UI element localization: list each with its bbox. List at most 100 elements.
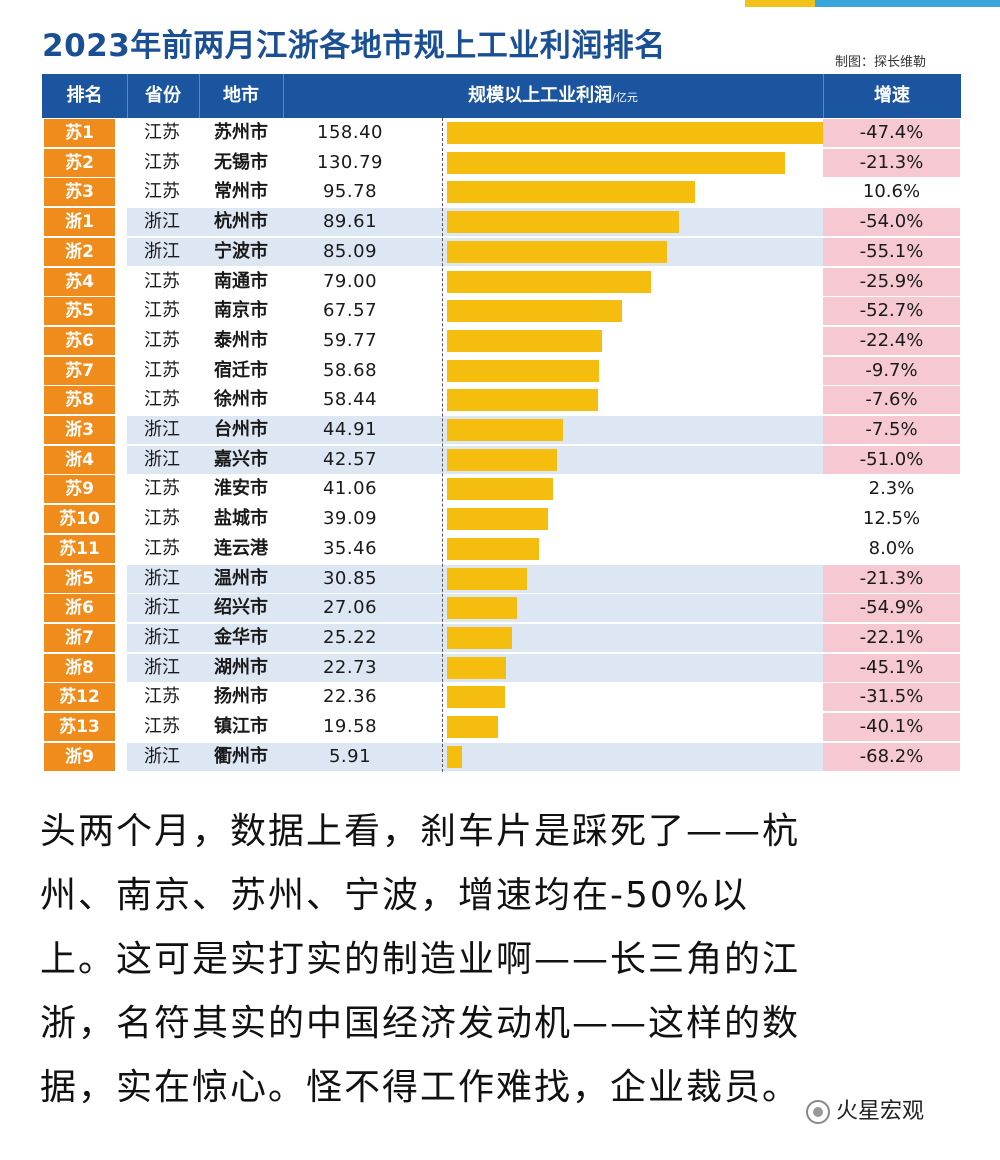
rank-badge: 苏11: [44, 534, 115, 563]
growth-cell: 2.3%: [868, 478, 915, 500]
growth-cell: -31.5%: [823, 683, 960, 712]
growth-cell: -22.4%: [823, 326, 960, 355]
growth-cell: -40.1%: [823, 713, 960, 741]
province-cell: 江苏: [144, 716, 180, 737]
city-cell: 镇江市: [214, 716, 268, 737]
province-cell: 浙江: [144, 448, 180, 470]
ranking-table-body: 苏1 江苏 苏州市 158.40 -47.4% 苏2 江苏 无锡市 130.79 -21.3% 苏3…: [42, 118, 961, 772]
profit-value-label: 39.09: [322, 508, 378, 530]
table-row: 浙6 浙江 绍兴市 27.06 -54.9%: [42, 593, 961, 623]
city-cell: 宁波市: [214, 240, 268, 262]
profit-bar: [447, 716, 498, 738]
province-cell: 江苏: [144, 389, 180, 411]
growth-cell: -55.1%: [823, 237, 960, 266]
profit-bar: [447, 478, 554, 501]
commentary-line: 州、南京、苏州、宁波，增速均在-50%以: [40, 875, 750, 916]
header-profit: 规模以上工业利润/亿元: [283, 74, 823, 118]
profit-bar: [447, 122, 857, 144]
profit-value-label: 59.77: [322, 329, 378, 351]
rank-badge: 浙4: [44, 445, 115, 474]
province-cell: 江苏: [144, 508, 180, 530]
table-header: 排名 省份 地市 规模以上工业利润/亿元 增速: [42, 74, 961, 118]
province-cell: 江苏: [144, 686, 180, 708]
profit-value-label: 130.79: [317, 151, 383, 173]
table-row: 浙5 浙江 温州市 30.85 -21.3%: [42, 564, 961, 594]
profit-bar: [447, 745, 463, 768]
province-cell: 江苏: [144, 181, 180, 203]
table-row: 浙4 浙江 嘉兴市 42.57 -51.0%: [42, 445, 961, 475]
profit-value-label: 30.85: [322, 567, 378, 589]
profit-bar: [447, 448, 558, 471]
profit-value-label: 44.91: [322, 419, 378, 440]
rank-badge: 苏13: [44, 713, 115, 741]
header-divider: [823, 74, 824, 118]
rank-badge: 浙5: [44, 564, 115, 593]
table-row: 苏11 江苏 连云港 35.46 8.0%: [42, 534, 961, 564]
profit-value-label: 41.06: [322, 478, 378, 500]
header-rank: 排名: [66, 85, 103, 106]
top-accent-bar: [0, 0, 1000, 10]
province-cell: 浙江: [144, 626, 180, 648]
table-row: 苏6 江苏 泰州市 59.77 -22.4%: [42, 326, 961, 356]
city-cell: 台州市: [214, 419, 268, 440]
province-cell: 浙江: [144, 240, 180, 262]
profit-bar: [447, 181, 695, 204]
header-divider: [199, 74, 200, 118]
profit-value-label: 158.40: [317, 122, 383, 143]
profit-bar: [447, 508, 549, 531]
table-row: 苏1 江苏 苏州市 158.40 -47.4%: [42, 118, 961, 148]
table-row: 浙3 浙江 台州市 44.91 -7.5%: [42, 415, 961, 445]
commentary-line: 上。这可是实打实的制造业啊——长三角的江: [40, 939, 801, 980]
city-cell: 无锡市: [214, 151, 268, 173]
province-cell: 江苏: [144, 270, 180, 292]
growth-cell: -21.3%: [823, 148, 960, 177]
province-cell: 浙江: [144, 656, 180, 678]
table-row: 浙7 浙江 金华市 25.22 -22.1%: [42, 623, 961, 653]
profit-bar: [447, 359, 599, 382]
city-cell: 苏州市: [214, 122, 268, 143]
rank-badge: 苏6: [44, 326, 115, 355]
profit-value-label: 35.46: [322, 537, 378, 559]
watermark: 火星宏观: [806, 1093, 924, 1125]
profit-value-label: 95.78: [322, 181, 378, 203]
table-row: 苏2 江苏 无锡市 130.79 -21.3%: [42, 148, 961, 178]
profit-bar: [447, 211, 679, 234]
city-cell: 淮安市: [214, 478, 268, 500]
growth-cell: -25.9%: [823, 267, 960, 296]
city-cell: 宿迁市: [214, 359, 268, 381]
rank-badge: 苏8: [44, 386, 115, 415]
growth-cell: -54.0%: [823, 208, 960, 237]
watermark-text: 火星宏观: [836, 1099, 925, 1124]
province-cell: 江苏: [144, 359, 180, 381]
rank-badge: 苏12: [44, 683, 115, 712]
table-row: 浙8 浙江 湖州市 22.73 -45.1%: [42, 653, 961, 683]
growth-cell: 10.6%: [862, 181, 921, 203]
growth-cell: -47.4%: [823, 119, 960, 147]
profit-value-label: 85.09: [322, 240, 378, 262]
growth-cell: -45.1%: [823, 653, 960, 682]
province-cell: 浙江: [144, 419, 180, 440]
accent-yellow: [745, 0, 815, 7]
rank-badge: 苏1: [44, 119, 115, 147]
rank-badge: 苏5: [44, 297, 115, 326]
province-cell: 江苏: [144, 122, 180, 143]
header-province: 省份: [145, 85, 181, 106]
growth-cell: -51.0%: [823, 445, 960, 474]
province-cell: 江苏: [144, 300, 180, 322]
profit-bar: [447, 597, 518, 620]
profit-value-label: 58.68: [322, 359, 378, 381]
profit-value-label: 5.91: [328, 745, 372, 767]
table-row: 苏4 江苏 南通市 79.00 -25.9%: [42, 267, 961, 297]
profit-bar: [447, 151, 786, 174]
province-cell: 江苏: [144, 151, 180, 173]
table-row: 苏7 江苏 宿迁市 58.68 -9.7%: [42, 356, 961, 386]
profit-value-label: 19.58: [322, 716, 378, 737]
chart-title: 2023年前两月江浙各地市规上工业利润排名: [42, 28, 666, 64]
chart-credit: 制图：探长维勒: [835, 55, 927, 70]
growth-cell: -9.7%: [823, 356, 960, 385]
province-cell: 江苏: [144, 478, 180, 500]
accent-blue: [815, 0, 1000, 7]
city-cell: 盐城市: [214, 508, 268, 530]
profit-bar: [447, 626, 513, 649]
profit-bar: [447, 240, 668, 263]
